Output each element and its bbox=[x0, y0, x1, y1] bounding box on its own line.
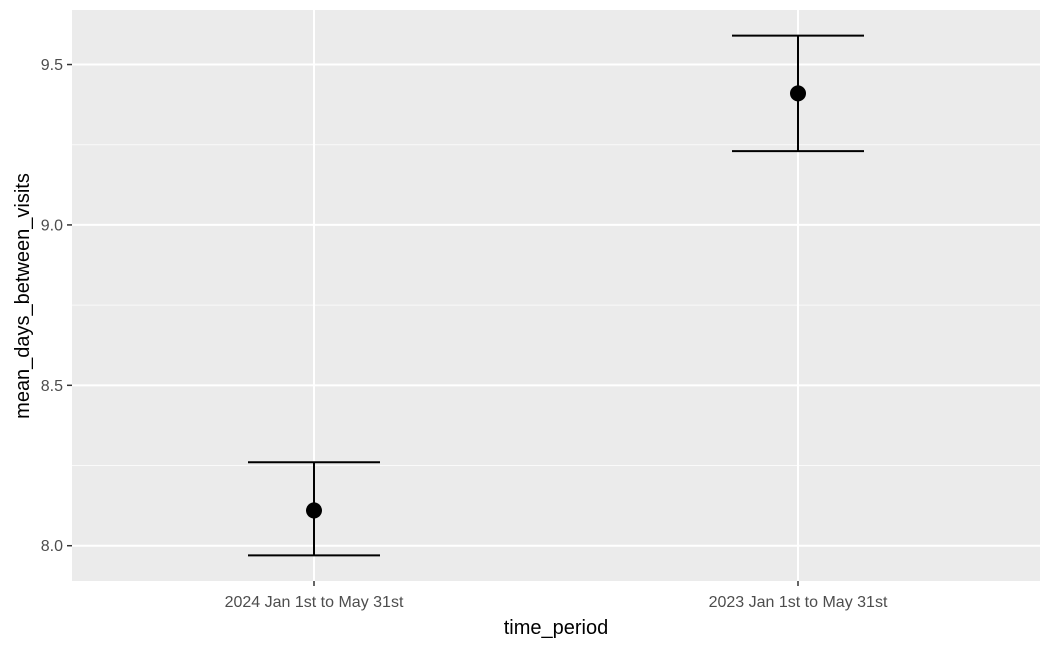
x-axis-title: time_period bbox=[504, 617, 609, 639]
mean-point bbox=[306, 502, 322, 519]
gridlines bbox=[72, 10, 1040, 581]
plot-panel-background bbox=[72, 10, 1040, 581]
y-tick-label: 9.5 bbox=[41, 57, 63, 74]
x-tick-label: 2023 Jan 1st to May 31st bbox=[709, 594, 888, 611]
mean-point bbox=[790, 85, 806, 102]
y-tick-label: 8.5 bbox=[41, 378, 63, 395]
axes: 8.0 8.5 9.0 9.5 2024 Jan 1st to May 31st 2023… bbox=[41, 57, 888, 611]
y-tick-label: 8.0 bbox=[41, 538, 63, 555]
data-marks bbox=[248, 34, 864, 557]
y-tick-label: 9.0 bbox=[41, 217, 63, 234]
y-axis-title: mean_days_between_visits bbox=[12, 173, 34, 419]
x-tick-label: 2024 Jan 1st to May 31st bbox=[225, 594, 404, 611]
